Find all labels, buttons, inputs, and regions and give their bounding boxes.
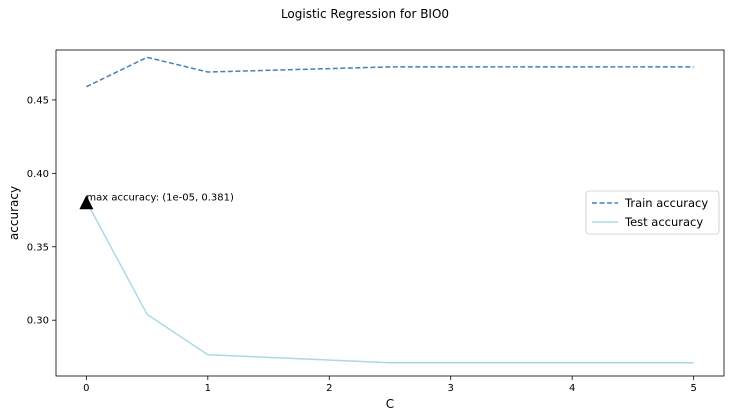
y-tick-label: 0.40 [27,169,49,180]
max-accuracy-marker [79,195,94,210]
chart-title: Logistic Regression for BIO0 [281,7,449,21]
legend-label-train: Train accuracy [624,196,708,210]
y-axis-label: accuracy [7,186,21,240]
y-tick-label: 0.35 [27,242,49,253]
x-tick-label: 4 [569,383,575,394]
x-tick-label: 1 [205,383,211,394]
x-axis-label: C [386,397,394,411]
annotation-text: max accuracy: (1e-05, 0.381) [86,192,234,203]
legend-box [585,190,720,235]
series-train-accuracy [86,56,694,88]
y-tick-label: 0.45 [27,95,49,106]
series-test-accuracy [85,200,694,364]
x-tick-label: 3 [448,383,454,394]
x-tick-label: 0 [83,383,89,394]
series-layer [85,56,694,364]
x-tick-label: 5 [690,383,696,394]
legend-label-test: Test accuracy [624,215,703,229]
legend: Train accuracy Test accuracy [585,190,720,235]
annotation-layer: max accuracy: (1e-05, 0.381) [79,192,234,210]
x-tick-label: 2 [326,383,332,394]
y-axis-ticks: 0.30 0.35 0.40 0.45 [27,95,56,327]
x-axis-ticks: 0 1 2 3 4 5 [83,376,697,394]
y-tick-label: 0.30 [27,316,49,327]
